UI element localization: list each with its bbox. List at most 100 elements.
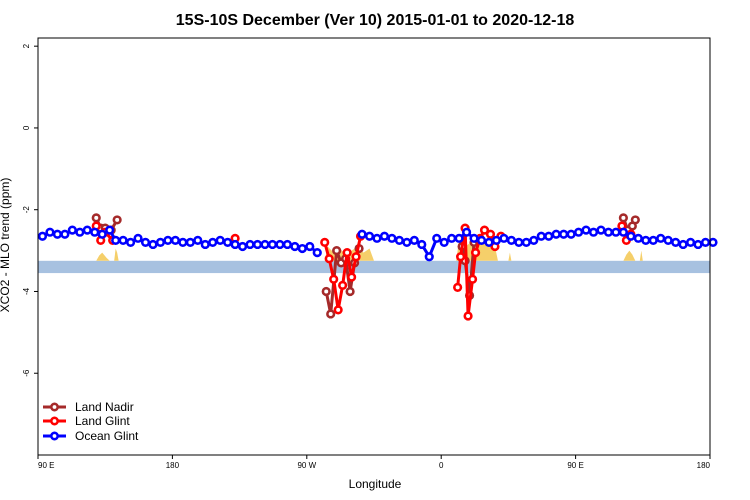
data-point-ocean-glint <box>536 231 546 241</box>
data-point-ocean-glint <box>402 237 412 248</box>
data-point-ocean-glint <box>588 227 599 237</box>
data-point-land-glint <box>470 248 481 258</box>
land-fill-area <box>639 250 643 261</box>
x-tick-label: 0 <box>439 461 444 470</box>
data-point-ocean-glint <box>37 231 48 241</box>
data-point-land-glint <box>463 311 473 321</box>
y-tick-label: -4 <box>22 287 31 295</box>
data-point-ocean-glint <box>312 248 322 258</box>
land-fill-area <box>508 252 512 261</box>
data-point-land-glint <box>347 272 357 282</box>
data-point-ocean-glint <box>260 239 270 250</box>
data-point-land-nadir <box>618 213 628 223</box>
data-point-ocean-glint <box>469 233 479 243</box>
data-point-ocean-glint <box>297 243 307 254</box>
x-axis-label: Longitude <box>349 477 402 491</box>
chart-title: 15S-10S December (Ver 10) 2015-01-01 to … <box>176 12 575 29</box>
data-point-ocean-glint <box>700 237 711 248</box>
x-tick-label: 180 <box>166 461 180 470</box>
data-point-ocean-glint <box>529 235 539 245</box>
land-fill-area <box>96 252 110 261</box>
data-point-land-nadir <box>112 215 122 225</box>
legend-label: Land Glint <box>75 414 130 428</box>
legend-item-land-glint: Land Glint <box>43 414 130 428</box>
data-point-ocean-glint <box>118 235 128 245</box>
data-point-ocean-glint <box>215 235 225 245</box>
data-point-ocean-glint <box>499 233 509 243</box>
data-point-ocean-glint <box>230 239 240 250</box>
data-point-ocean-glint <box>52 229 63 239</box>
data-point-land-nadir <box>321 286 331 297</box>
data-point-ocean-glint <box>60 229 70 239</box>
data-point-ocean-glint <box>409 235 419 245</box>
data-point-ocean-glint <box>133 233 143 243</box>
plot-area <box>37 213 718 321</box>
y-tick-label: -6 <box>22 369 31 377</box>
data-point-land-nadir <box>332 245 342 256</box>
data-point-land-glint <box>333 305 343 315</box>
legend-label: Ocean Glint <box>75 429 139 443</box>
data-point-ocean-glint <box>267 239 278 250</box>
data-point-ocean-glint <box>447 233 457 243</box>
data-point-ocean-glint <box>282 239 292 250</box>
data-point-ocean-glint <box>90 227 100 237</box>
y-tick-label: 2 <box>22 43 31 48</box>
data-point-land-glint <box>467 274 478 284</box>
data-point-ocean-glint <box>155 237 166 248</box>
data-point-ocean-glint <box>454 233 464 243</box>
data-point-ocean-glint <box>678 239 688 250</box>
land-fill-area <box>114 248 119 261</box>
data-point-land-glint <box>456 252 466 262</box>
data-point-ocean-glint <box>372 233 382 243</box>
data-point-ocean-glint <box>484 237 494 248</box>
data-point-ocean-glint <box>178 237 188 248</box>
data-point-ocean-glint <box>252 239 263 250</box>
land-fill-area <box>623 250 636 261</box>
data-point-ocean-glint <box>611 227 621 237</box>
data-point-ocean-glint <box>506 235 516 245</box>
data-point-ocean-glint <box>305 241 315 252</box>
data-point-ocean-glint <box>424 252 434 262</box>
data-point-ocean-glint <box>566 229 576 239</box>
x-tick-label: 180 <box>697 461 711 470</box>
data-point-ocean-glint <box>633 233 643 243</box>
data-point-land-glint <box>320 237 330 248</box>
data-point-ocean-glint <box>193 235 203 245</box>
x-tick-label: 90 W <box>297 461 316 470</box>
data-point-ocean-glint <box>693 239 703 250</box>
data-point-land-glint <box>351 252 361 262</box>
data-point-ocean-glint <box>148 239 158 250</box>
data-point-ocean-glint <box>82 225 92 235</box>
data-point-ocean-glint <box>559 229 569 239</box>
data-point-ocean-glint <box>45 227 55 237</box>
data-point-ocean-glint <box>656 233 666 243</box>
data-point-ocean-glint <box>641 235 651 245</box>
data-point-ocean-glint <box>491 235 502 245</box>
data-point-ocean-glint <box>75 227 85 237</box>
data-point-ocean-glint <box>581 225 591 235</box>
data-point-ocean-glint <box>663 235 673 245</box>
data-point-ocean-glint <box>111 235 121 245</box>
data-point-ocean-glint <box>417 239 427 250</box>
data-point-ocean-glint <box>551 229 561 239</box>
data-point-ocean-glint <box>97 229 107 239</box>
data-point-ocean-glint <box>140 237 151 248</box>
data-point-ocean-glint <box>237 241 248 252</box>
legend-label: Land Nadir <box>75 400 134 414</box>
data-point-ocean-glint <box>708 237 718 248</box>
data-point-ocean-glint <box>476 235 487 245</box>
data-point-land-glint <box>324 254 334 264</box>
y-axis-label: XCO2 - MLO trend (ppm) <box>0 178 12 313</box>
legend: Land Nadir Land Glint Ocean Glint <box>43 400 139 443</box>
data-point-ocean-glint <box>596 225 606 235</box>
data-point-ocean-glint <box>394 235 404 245</box>
data-point-ocean-glint <box>685 237 696 248</box>
data-point-ocean-glint <box>432 233 442 243</box>
data-point-ocean-glint <box>170 235 180 245</box>
data-point-ocean-glint <box>573 227 584 237</box>
data-point-ocean-glint <box>223 237 233 248</box>
data-point-land-nadir <box>345 286 355 297</box>
data-point-ocean-glint <box>439 237 449 248</box>
data-point-land-glint <box>342 248 352 258</box>
y-tick-label: -2 <box>22 206 31 214</box>
